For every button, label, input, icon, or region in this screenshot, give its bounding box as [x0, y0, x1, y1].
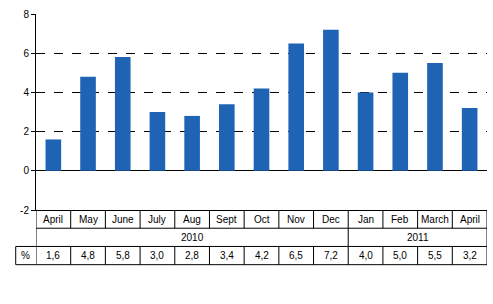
svg-text:5,8: 5,8	[116, 250, 130, 261]
svg-text:4,8: 4,8	[81, 250, 95, 261]
svg-text:March: March	[421, 214, 449, 225]
svg-text:2010: 2010	[181, 232, 204, 243]
svg-text:3,2: 3,2	[463, 250, 477, 261]
svg-text:2,8: 2,8	[185, 250, 199, 261]
svg-text:3,0: 3,0	[150, 250, 164, 261]
svg-text:Jan: Jan	[358, 214, 374, 225]
svg-text:June: June	[112, 214, 134, 225]
svg-text:Oct: Oct	[254, 214, 270, 225]
svg-text:May: May	[79, 214, 98, 225]
svg-text:5,0: 5,0	[393, 250, 407, 261]
svg-text:Sept: Sept	[216, 214, 237, 225]
svg-text:6,5: 6,5	[289, 250, 303, 261]
svg-text:4,2: 4,2	[255, 250, 269, 261]
svg-text:7,2: 7,2	[324, 250, 338, 261]
svg-text:1,6: 1,6	[46, 250, 60, 261]
svg-text:6: 6	[23, 48, 29, 59]
svg-text:April: April	[460, 214, 480, 225]
svg-text:2: 2	[23, 126, 29, 137]
svg-text:0: 0	[23, 165, 29, 176]
svg-text:4,0: 4,0	[359, 250, 373, 261]
svg-text:Nov: Nov	[287, 214, 305, 225]
svg-text:%: %	[21, 250, 30, 261]
svg-text:-2: -2	[20, 205, 29, 216]
svg-text:5,5: 5,5	[428, 250, 442, 261]
svg-text:April: April	[43, 214, 63, 225]
svg-text:Feb: Feb	[391, 214, 409, 225]
svg-text:8: 8	[23, 9, 29, 20]
svg-text:4: 4	[23, 87, 29, 98]
svg-text:July: July	[148, 214, 166, 225]
svg-text:Aug: Aug	[183, 214, 201, 225]
svg-text:3,4: 3,4	[220, 250, 234, 261]
svg-text:2011: 2011	[407, 232, 429, 243]
svg-text:Dec: Dec	[322, 214, 340, 225]
